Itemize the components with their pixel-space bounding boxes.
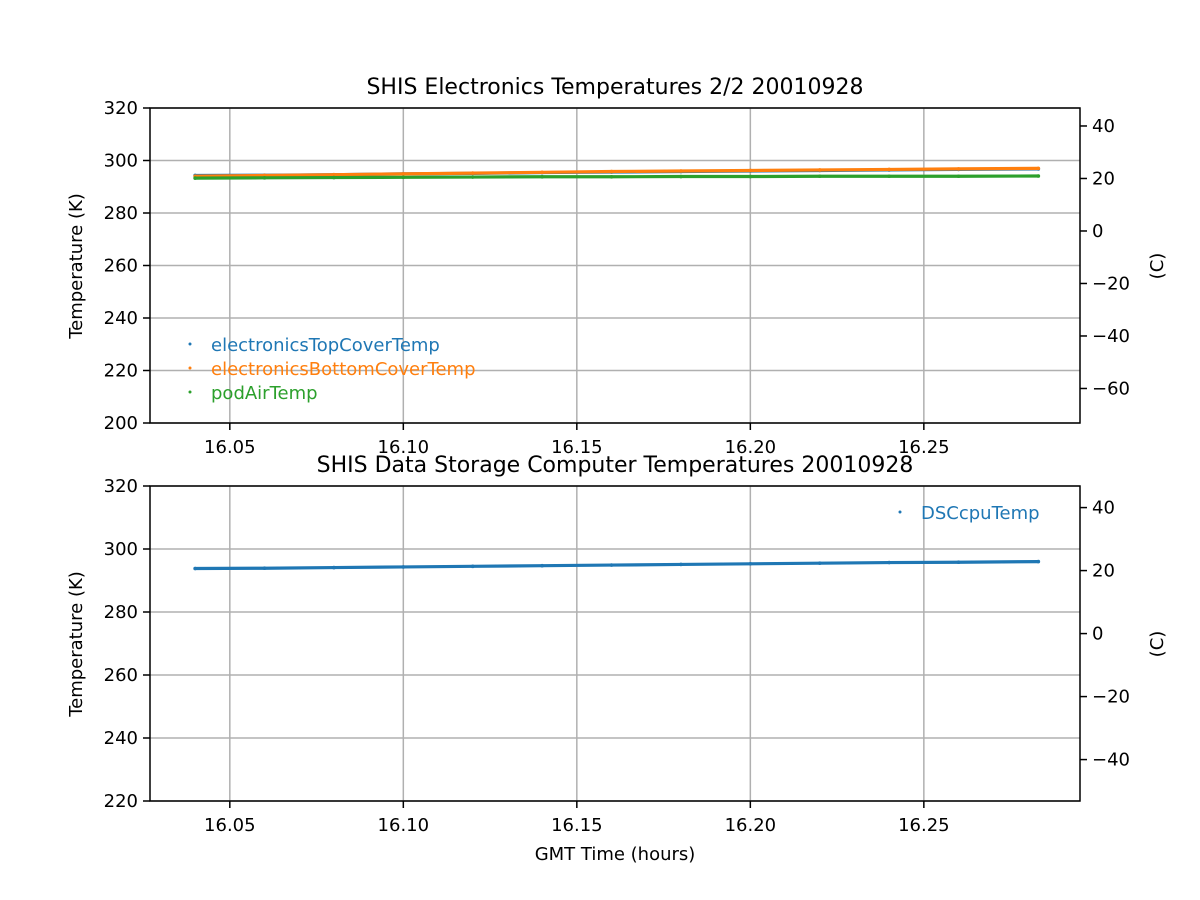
data-point xyxy=(817,168,822,172)
data-point xyxy=(956,560,961,565)
chart-title: SHIS Data Storage Computer Temperatures … xyxy=(317,453,914,478)
x-tick-label: 16.25 xyxy=(898,437,950,458)
data-point xyxy=(540,170,544,175)
data-point xyxy=(1036,166,1041,171)
data-point xyxy=(679,562,683,567)
data-point xyxy=(540,174,544,179)
data-point xyxy=(1036,174,1041,178)
data-point xyxy=(401,565,406,569)
y-tick-label: 280 xyxy=(104,602,138,623)
y-tick-label: 300 xyxy=(104,151,138,172)
data-point xyxy=(332,565,336,570)
y-tick-label: 320 xyxy=(104,98,138,119)
plot-frame xyxy=(149,485,1081,802)
secondary-y-tick-label: −20 xyxy=(1092,687,1130,708)
x-tick-label: 16.10 xyxy=(378,437,430,458)
y-tick-label: 240 xyxy=(104,308,138,329)
series-DSCcpuTemp xyxy=(193,559,1041,571)
secondary-y-tick-label: 20 xyxy=(1092,561,1115,582)
legend: electronicsTopCoverTemp electronicsBottom… xyxy=(188,335,476,404)
data-point xyxy=(470,564,475,569)
legend-label: podAirTemp xyxy=(211,383,318,404)
data-point xyxy=(748,562,753,566)
series-podAirTemp xyxy=(193,174,1041,180)
secondary-y-tick-label: −20 xyxy=(1092,273,1130,294)
y-tick-label: 220 xyxy=(104,791,138,812)
x-tick-label: 16.05 xyxy=(204,815,256,836)
secondary-y-tick-label: −40 xyxy=(1092,750,1130,771)
series-line-DSCcpuTemp xyxy=(193,560,1040,571)
data-point xyxy=(956,174,961,179)
x-tick-label: 16.25 xyxy=(898,815,950,836)
data-point xyxy=(817,561,822,565)
data-point xyxy=(887,174,891,179)
electronics-temperature-panel: 16.05 16.10 16.15 16.20 16.25200220240260280… xyxy=(66,75,1168,458)
data-point xyxy=(401,175,406,180)
secondary-y-tick-label: −40 xyxy=(1092,326,1130,347)
series-line-podAirTemp xyxy=(193,174,1040,180)
y-axis-label: Temperature (K) xyxy=(66,193,87,340)
y-tick-label: 300 xyxy=(104,539,138,560)
data-point xyxy=(540,563,544,568)
data-point xyxy=(748,168,753,173)
data-point xyxy=(609,563,614,567)
secondary-y-tick-label: 40 xyxy=(1092,116,1115,137)
chart-title: SHIS Electronics Temperatures 2/2 200109… xyxy=(366,75,863,100)
data-point xyxy=(401,172,406,176)
y-tick-label: 220 xyxy=(104,361,138,382)
data-point xyxy=(332,172,336,177)
secondary-y-tick-label: −60 xyxy=(1092,378,1130,399)
y-tick-label: 240 xyxy=(104,728,138,749)
data-point xyxy=(332,175,336,180)
secondary-y-tick-label: 20 xyxy=(1092,168,1115,189)
y-tick-label: 260 xyxy=(104,256,138,277)
x-tick-label: 16.20 xyxy=(725,437,777,458)
data-point xyxy=(748,174,753,179)
legend-label: DSCcpuTemp xyxy=(921,503,1040,524)
data-point xyxy=(817,174,822,179)
y-axis-label: Temperature (K) xyxy=(66,571,87,718)
y-tick-label: 260 xyxy=(104,665,138,686)
data-point xyxy=(679,174,683,179)
data-point xyxy=(679,169,683,173)
data-point xyxy=(470,171,475,175)
data-point xyxy=(609,169,614,174)
data-point xyxy=(470,175,475,179)
secondary-y-tick-label: 40 xyxy=(1092,498,1115,519)
x-axis-label: GMT Time (hours) xyxy=(535,844,696,865)
secondary-y-tick-label: 0 xyxy=(1092,221,1103,242)
y-tick-label: 200 xyxy=(104,413,138,434)
y-tick-label: 280 xyxy=(104,203,138,224)
x-tick-label: 16.10 xyxy=(378,815,430,836)
x-tick-label: 16.15 xyxy=(551,437,603,458)
data-point xyxy=(609,174,614,179)
secondary-y-axis-label: (C) xyxy=(1147,253,1168,280)
x-tick-label: 16.20 xyxy=(725,815,777,836)
legend-marker xyxy=(188,366,192,370)
legend-marker xyxy=(188,342,192,346)
secondary-y-tick-label: 0 xyxy=(1092,624,1103,645)
legend-marker xyxy=(898,510,902,514)
legend: DSCcpuTemp xyxy=(898,503,1040,524)
legend-marker xyxy=(188,390,192,394)
data-point xyxy=(193,566,197,571)
legend-label: electronicsTopCoverTemp xyxy=(211,335,440,356)
data-point xyxy=(887,560,891,565)
data-point xyxy=(887,167,891,172)
x-tick-label: 16.15 xyxy=(551,815,603,836)
data-point xyxy=(1036,559,1041,564)
data-storage-temperature-panel: 16.05 16.10 16.15 16.20 16.25 220 240 260 280 300… xyxy=(66,453,1168,865)
data-point xyxy=(193,176,197,180)
secondary-y-axis-label: (C) xyxy=(1147,631,1168,658)
y-tick-label: 320 xyxy=(104,476,138,497)
x-tick-label: 16.05 xyxy=(204,437,256,458)
data-point xyxy=(262,176,267,180)
legend-label: electronicsBottomCoverTemp xyxy=(211,359,476,380)
data-point xyxy=(262,566,267,571)
data-point xyxy=(956,167,961,171)
